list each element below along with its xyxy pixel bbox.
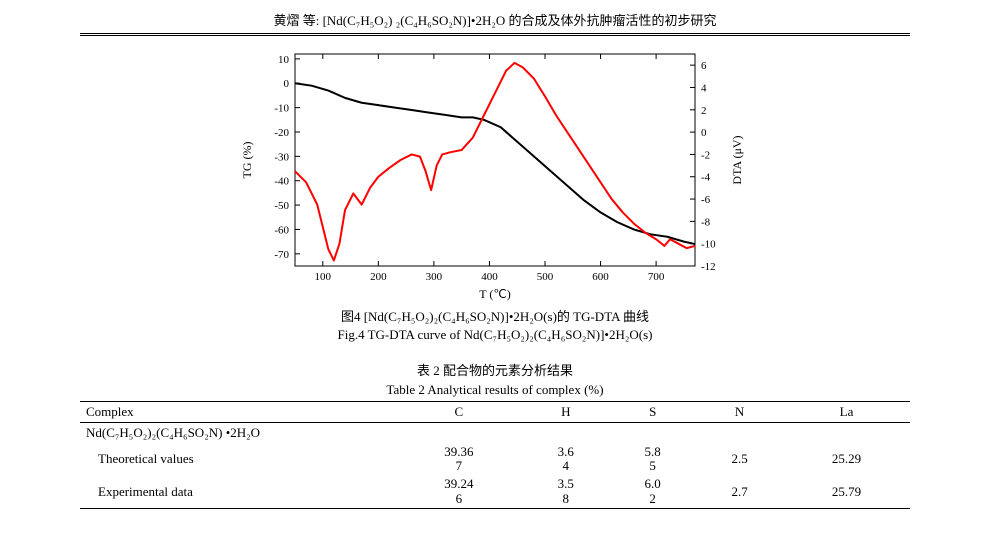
svg-text:300: 300 bbox=[426, 271, 443, 283]
cell-n: 2.7 bbox=[696, 475, 783, 508]
svg-text:-60: -60 bbox=[274, 224, 289, 236]
svg-text:6: 6 bbox=[701, 60, 707, 72]
table-header-row: Complex C H S N La bbox=[80, 401, 910, 422]
svg-text:400: 400 bbox=[481, 271, 498, 283]
compound-name: Nd(C₇H₅O₂)₂(C₄H₆SO₂N) •2H₂O bbox=[80, 422, 910, 443]
svg-text:2: 2 bbox=[701, 105, 707, 117]
col-c: C bbox=[395, 401, 522, 422]
table-title-block: 表 2 配合物的元素分析结果 Table 2 Analytical result… bbox=[80, 362, 910, 398]
cell-h: 3.6 4 bbox=[522, 443, 609, 476]
col-n: N bbox=[696, 401, 783, 422]
svg-text:-4: -4 bbox=[701, 172, 711, 184]
col-la: La bbox=[783, 401, 910, 422]
col-complex: Complex bbox=[80, 401, 395, 422]
chart-container: 100200300400500600700100-10-20-30-40-50-… bbox=[80, 44, 910, 304]
svg-text:-6: -6 bbox=[701, 194, 711, 206]
cell-la: 25.29 bbox=[783, 443, 910, 476]
page-header-rule bbox=[80, 33, 910, 36]
page-header: 黄熠 等: [Nd(C₇H₅O₂) ₂(C₄H₆SO₂N)]•2H₂O 的合成及… bbox=[80, 10, 910, 33]
svg-text:-12: -12 bbox=[701, 261, 716, 273]
svg-text:-10: -10 bbox=[701, 239, 716, 251]
cell-c: 39.24 6 bbox=[395, 475, 522, 508]
figure-caption-zh: 图4 [Nd(C₇H₅O₂)₂(C₄H₆SO₂N)]•2H₂O(s)的 TG-D… bbox=[80, 308, 910, 326]
row-label: Experimental data bbox=[80, 475, 395, 508]
svg-text:200: 200 bbox=[370, 271, 387, 283]
table-row: Theoretical values 39.36 7 3.6 4 5.8 5 2… bbox=[80, 443, 910, 476]
cell-s: 5.8 5 bbox=[609, 443, 696, 476]
svg-text:4: 4 bbox=[701, 82, 707, 94]
svg-text:-8: -8 bbox=[701, 216, 711, 228]
svg-text:T (℃): T (℃) bbox=[479, 287, 511, 301]
svg-text:TG (%): TG (%) bbox=[240, 142, 254, 179]
svg-text:-2: -2 bbox=[701, 149, 710, 161]
svg-text:10: 10 bbox=[278, 54, 290, 66]
table-title-en: Table 2 Analytical results of complex (%… bbox=[80, 381, 910, 399]
svg-text:700: 700 bbox=[648, 271, 665, 283]
svg-text:DTA (μV): DTA (μV) bbox=[730, 135, 744, 184]
table-title-zh: 表 2 配合物的元素分析结果 bbox=[80, 362, 910, 380]
page-header-text: 黄熠 等: [Nd(C₇H₅O₂) ₂(C₄H₆SO₂N)]•2H₂O 的合成及… bbox=[273, 13, 716, 28]
tg-dta-chart: 100200300400500600700100-10-20-30-40-50-… bbox=[235, 44, 755, 304]
figure-caption-block: 图4 [Nd(C₇H₅O₂)₂(C₄H₆SO₂N)]•2H₂O(s)的 TG-D… bbox=[80, 308, 910, 344]
cell-h: 3.5 8 bbox=[522, 475, 609, 508]
svg-text:-40: -40 bbox=[274, 176, 289, 188]
cell-la: 25.79 bbox=[783, 475, 910, 508]
analysis-table: Complex C H S N La Nd(C₇H₅O₂)₂(C₄H₆SO₂N)… bbox=[80, 401, 910, 509]
table-row: Experimental data 39.24 6 3.5 8 6.0 2 2.… bbox=[80, 475, 910, 508]
svg-text:100: 100 bbox=[315, 271, 332, 283]
svg-text:-10: -10 bbox=[274, 103, 289, 115]
chart-svg: 100200300400500600700100-10-20-30-40-50-… bbox=[235, 44, 755, 304]
svg-text:500: 500 bbox=[537, 271, 554, 283]
figure-caption-en: Fig.4 TG-DTA curve of Nd(C₇H₅O₂)₂(C₄H₆SO… bbox=[80, 326, 910, 344]
cell-n: 2.5 bbox=[696, 443, 783, 476]
cell-s: 6.0 2 bbox=[609, 475, 696, 508]
table-compound-row: Nd(C₇H₅O₂)₂(C₄H₆SO₂N) •2H₂O bbox=[80, 422, 910, 443]
svg-text:0: 0 bbox=[284, 78, 290, 90]
col-h: H bbox=[522, 401, 609, 422]
svg-text:0: 0 bbox=[701, 127, 707, 139]
col-s: S bbox=[609, 401, 696, 422]
svg-text:-20: -20 bbox=[274, 127, 289, 139]
svg-text:-50: -50 bbox=[274, 200, 289, 212]
svg-text:-30: -30 bbox=[274, 151, 289, 163]
cell-c: 39.36 7 bbox=[395, 443, 522, 476]
svg-text:-70: -70 bbox=[274, 249, 289, 261]
row-label: Theoretical values bbox=[80, 443, 395, 476]
svg-text:600: 600 bbox=[592, 271, 609, 283]
